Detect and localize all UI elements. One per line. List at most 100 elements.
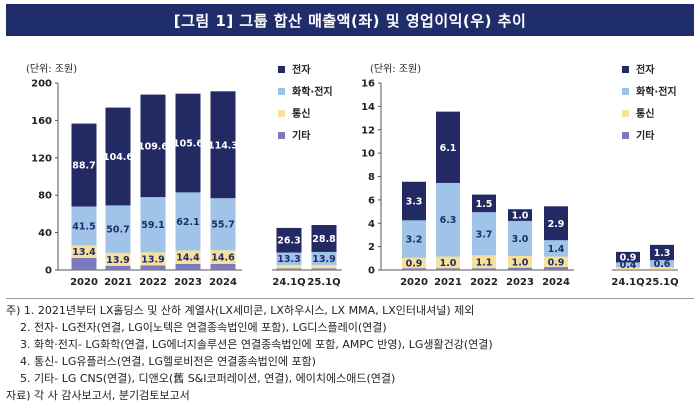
revenue-legend-swatch-other bbox=[278, 132, 285, 139]
profit-y-tick-label: 12 bbox=[361, 125, 375, 136]
revenue-bar-chem bbox=[276, 252, 302, 265]
profit-y-tick-label: 6 bbox=[368, 195, 375, 206]
revenue-legend-swatch-tel bbox=[278, 110, 285, 117]
profit-x-tick-label: 24.1Q bbox=[611, 277, 644, 288]
footnote-1: 주) 1. 2021년부터 LX홀딩스 및 산하 계열사(LX세미콘, LX하우… bbox=[6, 304, 475, 317]
profit-bar-elec bbox=[544, 206, 568, 241]
profit-data-label-chem: 3.2 bbox=[406, 235, 423, 246]
revenue-bar-elec bbox=[175, 93, 201, 193]
profit-data-label-elec: 0.9 bbox=[620, 253, 637, 264]
revenue-y-tick-label: 80 bbox=[38, 191, 52, 202]
revenue-data-label-elec: 26.3 bbox=[277, 236, 300, 247]
profit-data-label-elec: 2.9 bbox=[548, 219, 565, 230]
revenue-bar-chem bbox=[210, 198, 236, 251]
footnote-5: 5. 기타- LG CNS(연결), 디앤오(舊 S&I코퍼레이션, 연결), … bbox=[20, 372, 396, 385]
profit-legend-label-tel: 통신 bbox=[636, 107, 654, 120]
revenue-legend-swatch-chem bbox=[278, 88, 285, 95]
profit-x-tick-label: 2021 bbox=[434, 277, 462, 288]
revenue-bar-tel bbox=[175, 250, 201, 264]
profit-bar-tel bbox=[544, 256, 568, 268]
revenue-data-label-elec: 105.6 bbox=[173, 139, 203, 150]
profit-bar-other bbox=[472, 268, 496, 270]
revenue-x-tick-label: 2023 bbox=[174, 277, 202, 288]
profit-y-tick-label: 0 bbox=[368, 266, 375, 277]
revenue-x-tick-label: 2020 bbox=[70, 277, 98, 288]
revenue-bar-chem bbox=[140, 197, 166, 253]
revenue-bar-other bbox=[175, 263, 201, 270]
revenue-bar-elec bbox=[276, 227, 302, 253]
profit-data-label-elec: 3.3 bbox=[406, 197, 423, 208]
revenue-bar-elec bbox=[105, 107, 131, 206]
profit-data-label-chem: 0.4 bbox=[620, 260, 637, 271]
revenue-legend-label-elec: 전자 bbox=[292, 63, 311, 76]
revenue-data-label-chem: 41.5 bbox=[72, 221, 95, 232]
profit-y-tick-label: 4 bbox=[368, 219, 375, 230]
revenue-y-tick-label: 200 bbox=[31, 79, 52, 90]
profit-bar-other bbox=[544, 267, 568, 270]
profit-bar-elec bbox=[508, 209, 532, 221]
revenue-data-label-chem: 62.1 bbox=[176, 217, 199, 228]
revenue-data-label-chem: 13.9 bbox=[312, 254, 335, 265]
revenue-bar-other bbox=[140, 265, 166, 270]
revenue-y-tick-label: 160 bbox=[31, 116, 52, 127]
revenue-data-label-tel: 13.9 bbox=[141, 254, 164, 265]
profit-bar-tel bbox=[402, 257, 426, 269]
profit-data-label-tel: 0.9 bbox=[548, 257, 565, 268]
revenue-legend-label-other: 기타 bbox=[292, 129, 311, 142]
profit-legend-swatch-tel bbox=[622, 110, 629, 117]
revenue-bar-chem bbox=[175, 192, 201, 251]
profit-bar-other bbox=[616, 269, 640, 270]
footnotes: 주) 1. 2021년부터 LX홀딩스 및 산하 계열사(LX세미콘, LX하우… bbox=[6, 302, 696, 404]
source-note: 자료) 각 사 감사보고서, 분기검토보고서 bbox=[6, 389, 190, 402]
profit-bar-tel bbox=[436, 256, 460, 269]
revenue-x-tick-label: 2021 bbox=[104, 277, 132, 288]
profit-bar-tel bbox=[508, 255, 532, 268]
revenue-bar-other bbox=[105, 265, 131, 270]
profit-bar-elec bbox=[650, 244, 674, 261]
profit-legend-swatch-elec bbox=[622, 66, 629, 73]
profit-bar-other bbox=[508, 267, 532, 270]
profit-data-label-chem: 3.7 bbox=[476, 229, 493, 240]
profit-x-tick-label: 2023 bbox=[506, 277, 534, 288]
profit-bar-chem bbox=[472, 212, 496, 256]
profit-bar-elec bbox=[436, 111, 460, 183]
footnote-2: 2. 전자- LG전자(연결, LG이노텍은 연결종속법인에 포함), LG디스… bbox=[20, 321, 387, 334]
revenue-bar-tel bbox=[276, 264, 302, 269]
profit-data-label-tel: 1.1 bbox=[476, 257, 493, 268]
profit-bar-tel bbox=[650, 267, 674, 270]
revenue-bar-elec bbox=[71, 123, 97, 207]
revenue-chart: (단위: 조원) 0 40 80 120 160 200 13.4 41.5 88.7 2020 13… bbox=[26, 62, 342, 288]
profit-y-tick-label: 10 bbox=[361, 149, 375, 160]
figure-title: [그림 1] 그룹 합산 매출액(좌) 및 영업이익(우) 추이 bbox=[6, 4, 694, 36]
profit-bar-chem bbox=[616, 262, 640, 268]
revenue-data-label-tel: 14.6 bbox=[211, 253, 235, 264]
revenue-bar-tel bbox=[140, 252, 166, 266]
profit-bar-chem bbox=[544, 240, 568, 257]
profit-data-label-elec: 1.5 bbox=[476, 199, 493, 210]
footnote-4: 4. 통신- LG유플러스(연결, LG헬로비전은 연결종속법인에 포함) bbox=[20, 355, 316, 368]
notes-divider-top bbox=[6, 298, 694, 299]
revenue-x-tick-label: 2022 bbox=[139, 277, 167, 288]
revenue-bar-elec bbox=[140, 94, 166, 198]
profit-bar-other bbox=[402, 268, 426, 270]
profit-bar-chem bbox=[508, 220, 532, 256]
profit-bar-other bbox=[650, 269, 674, 270]
profit-data-label-tel: 0.9 bbox=[406, 258, 423, 269]
revenue-bar-tel bbox=[71, 245, 97, 258]
profit-bar-other bbox=[436, 268, 460, 270]
revenue-bar-elec bbox=[311, 225, 337, 252]
profit-data-label-tel: 1.0 bbox=[440, 258, 457, 269]
profit-bar-tel bbox=[616, 267, 640, 270]
profit-y-tick-label: 16 bbox=[361, 79, 375, 90]
revenue-data-label-chem: 59.1 bbox=[141, 220, 164, 231]
revenue-x-tick-label: 24.1Q bbox=[272, 277, 305, 288]
profit-legend-label-chem: 화학·전지 bbox=[636, 85, 677, 98]
revenue-legend-swatch-elec bbox=[278, 66, 285, 73]
profit-x-tick-label: 25.1Q bbox=[645, 277, 678, 288]
footnote-3: 3. 화학·전지- LG화학(연결, LG에너지솔루션은 연결종속법인에 포함,… bbox=[20, 338, 493, 351]
revenue-data-label-elec: 88.7 bbox=[72, 161, 95, 172]
profit-legend-label-elec: 전자 bbox=[636, 63, 655, 76]
revenue-legend-label-chem: 화학·전지 bbox=[292, 85, 333, 98]
profit-data-label-chem: 0.6 bbox=[654, 259, 671, 270]
revenue-unit-label: (단위: 조원) bbox=[26, 62, 77, 75]
